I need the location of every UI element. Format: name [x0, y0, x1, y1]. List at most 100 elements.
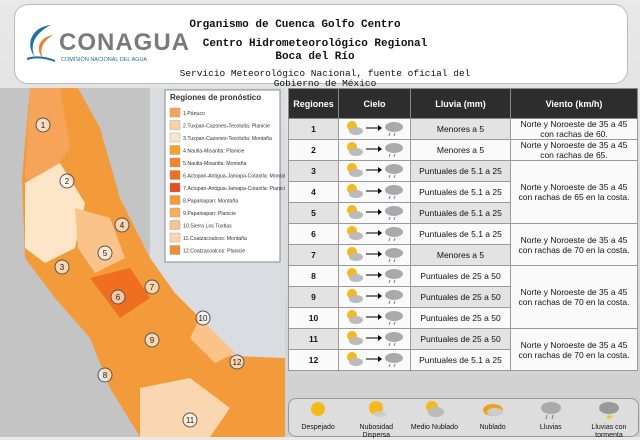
- region-cell: 8: [288, 265, 339, 287]
- header-line: Centro Hidrometeorológico Regional: [202, 38, 428, 50]
- rain-cell: Menores a 5: [410, 139, 511, 161]
- region-marker: [182, 412, 198, 428]
- table-row: 5 Puntuales de 5.1 a 25: [288, 202, 638, 224]
- legend-label: 11.Coatzacoalcos: Montaña: [183, 236, 247, 242]
- legend-swatch: [169, 232, 181, 243]
- table-row: 10 Puntuales de 25 a 50: [288, 307, 638, 329]
- region-number: 7: [150, 283, 155, 292]
- sky-legend-item: Lluvias con tormenta: [580, 399, 638, 439]
- legend-swatch: [169, 207, 181, 218]
- region-cell: 10: [288, 307, 339, 329]
- column-header: Regiones: [288, 88, 339, 119]
- legend-swatch: [169, 120, 181, 130]
- sky-legend-label: Nublado: [479, 424, 506, 431]
- legend-swatch: [169, 245, 181, 255]
- sky-cell: [338, 202, 411, 224]
- legend-swatch: [169, 170, 181, 180]
- sky-icon: [346, 310, 403, 326]
- legend-swatch: [169, 107, 181, 118]
- rain-cell: Menores a 5: [410, 244, 511, 266]
- sky-icon: [346, 142, 403, 158]
- sky-icon: [346, 184, 403, 200]
- region-cell: 12: [288, 349, 339, 371]
- region-marker: [195, 310, 211, 326]
- region-number: 8: [103, 371, 108, 380]
- table-row: 8 Puntuales de 25 a 50 Norte y Noroeste de…: [288, 265, 638, 329]
- sky-icon: [346, 331, 403, 347]
- region-number: 12: [233, 358, 242, 367]
- sky-legend-label: Lluvias con tormenta: [591, 424, 627, 439]
- legend-label: 5.Nautla-Misantla: Montaña: [183, 161, 247, 167]
- sky-legend-icon: [482, 404, 503, 416]
- legend-label: 12.Coatzacoalcos: Planicie: [183, 249, 245, 255]
- legend-label: 6.Actopan-Antigua-Jamapa-Cotaxtla: Monta…: [183, 174, 285, 180]
- rain-cell: Menores a 5: [410, 118, 511, 140]
- sky-icon: [346, 268, 403, 284]
- sky-cell: [338, 265, 411, 287]
- sky-legend-icon: [540, 402, 561, 420]
- sky-cell: [338, 118, 411, 140]
- region-marker: [144, 332, 160, 348]
- region-marker: [97, 245, 113, 261]
- region-marker: [110, 289, 126, 305]
- legend-swatch: [169, 182, 181, 193]
- table-row: 11 Puntuales de 25 a 50 Norte y Noroeste d…: [288, 328, 638, 371]
- sky-icon: [346, 247, 403, 263]
- region-cell: 6: [288, 223, 339, 245]
- region-marker: [97, 367, 113, 383]
- rain-cell: Puntuales de 25 a 50: [410, 265, 511, 287]
- region-marker: [59, 173, 75, 189]
- region-cell: 7: [288, 244, 339, 266]
- region-cell: 4: [288, 181, 339, 203]
- sky-icon: [346, 289, 403, 305]
- table-row: 2 Menores a 5 Norte y Noroeste de 35 a 45 …: [288, 139, 638, 161]
- sky-legend: Despejado Nubosidad Dispersa Medio Nublado…: [288, 398, 639, 439]
- legend-label: 2.Tuxpan-Cazones-Tecolutla: Planicie: [183, 124, 270, 130]
- legend-label: 1.Pánuco: [183, 111, 205, 117]
- header-line: Organismo de Cuenca Golfo Centro: [189, 19, 401, 31]
- map: Regiones de pronóstico 1.Pánuco 2.Tuxpan-…: [0, 88, 285, 437]
- region-cell: 9: [288, 286, 339, 308]
- sky-cell: [338, 139, 411, 161]
- column-header: Lluvia (mm): [410, 88, 511, 119]
- wind-cell: Norte y Noroeste de 35 a 45 con rachas d…: [510, 265, 638, 329]
- region-number: 11: [186, 416, 195, 425]
- region-number: 2: [65, 177, 70, 186]
- sky-cell: [338, 307, 411, 329]
- sky-cell: [338, 160, 411, 182]
- sky-legend-item: Nubosidad Dispersa: [347, 399, 405, 439]
- rain-cell: Puntuales de 25 a 50: [410, 307, 511, 329]
- legend-swatch: [169, 195, 181, 205]
- header-line: Boca del Río: [275, 51, 355, 63]
- sky-cell: [338, 181, 411, 203]
- legend-label: 8.Papaloapan: Montaña: [183, 199, 238, 205]
- rain-cell: Puntuales de 5.1 a 25: [410, 202, 511, 224]
- table-row: 9 Puntuales de 25 a 50: [288, 286, 638, 308]
- sky-cell: [338, 328, 411, 350]
- sky-legend-label: Lluvias: [539, 424, 562, 431]
- region-number: 3: [60, 263, 65, 272]
- region-number: 5: [103, 249, 108, 258]
- region-cell: 2: [288, 139, 339, 161]
- region-number: 6: [116, 293, 121, 302]
- sky-legend-item: Lluvias: [522, 399, 580, 436]
- wind-cell: Norte y Noroeste de 35 a 45 con rachas d…: [510, 160, 638, 224]
- sky-legend-icon: [426, 401, 445, 417]
- region-marker: [144, 279, 160, 295]
- wind-cell: Norte y Noroeste de 35 a 45 con rachas d…: [510, 139, 638, 161]
- legend-swatch: [169, 220, 181, 230]
- sky-cell: [338, 244, 411, 266]
- region-marker: [229, 354, 245, 370]
- sky-legend-label: Medio Nublado: [410, 424, 458, 431]
- region-number: 4: [120, 221, 125, 230]
- legend-label: 7.Actopan-Antigua-Jamapa-Cotaxtla: Plani…: [183, 186, 285, 192]
- column-header: Cielo: [338, 88, 411, 119]
- table-header: Regiones Cielo Lluvia (mm) Viento (km/h): [288, 88, 638, 119]
- sky-legend-item: Despejado: [289, 399, 347, 436]
- sky-legend-label: Despejado: [301, 424, 335, 431]
- sky-icon: [346, 205, 403, 221]
- table-row: 6 Puntuales de 5.1 a 25 Norte y Noroeste d…: [288, 223, 638, 266]
- rain-cell: Puntuales de 25 a 50: [410, 286, 511, 308]
- region-marker: [54, 259, 70, 275]
- rain-cell: Puntuales de 5.1 a 25: [410, 160, 511, 182]
